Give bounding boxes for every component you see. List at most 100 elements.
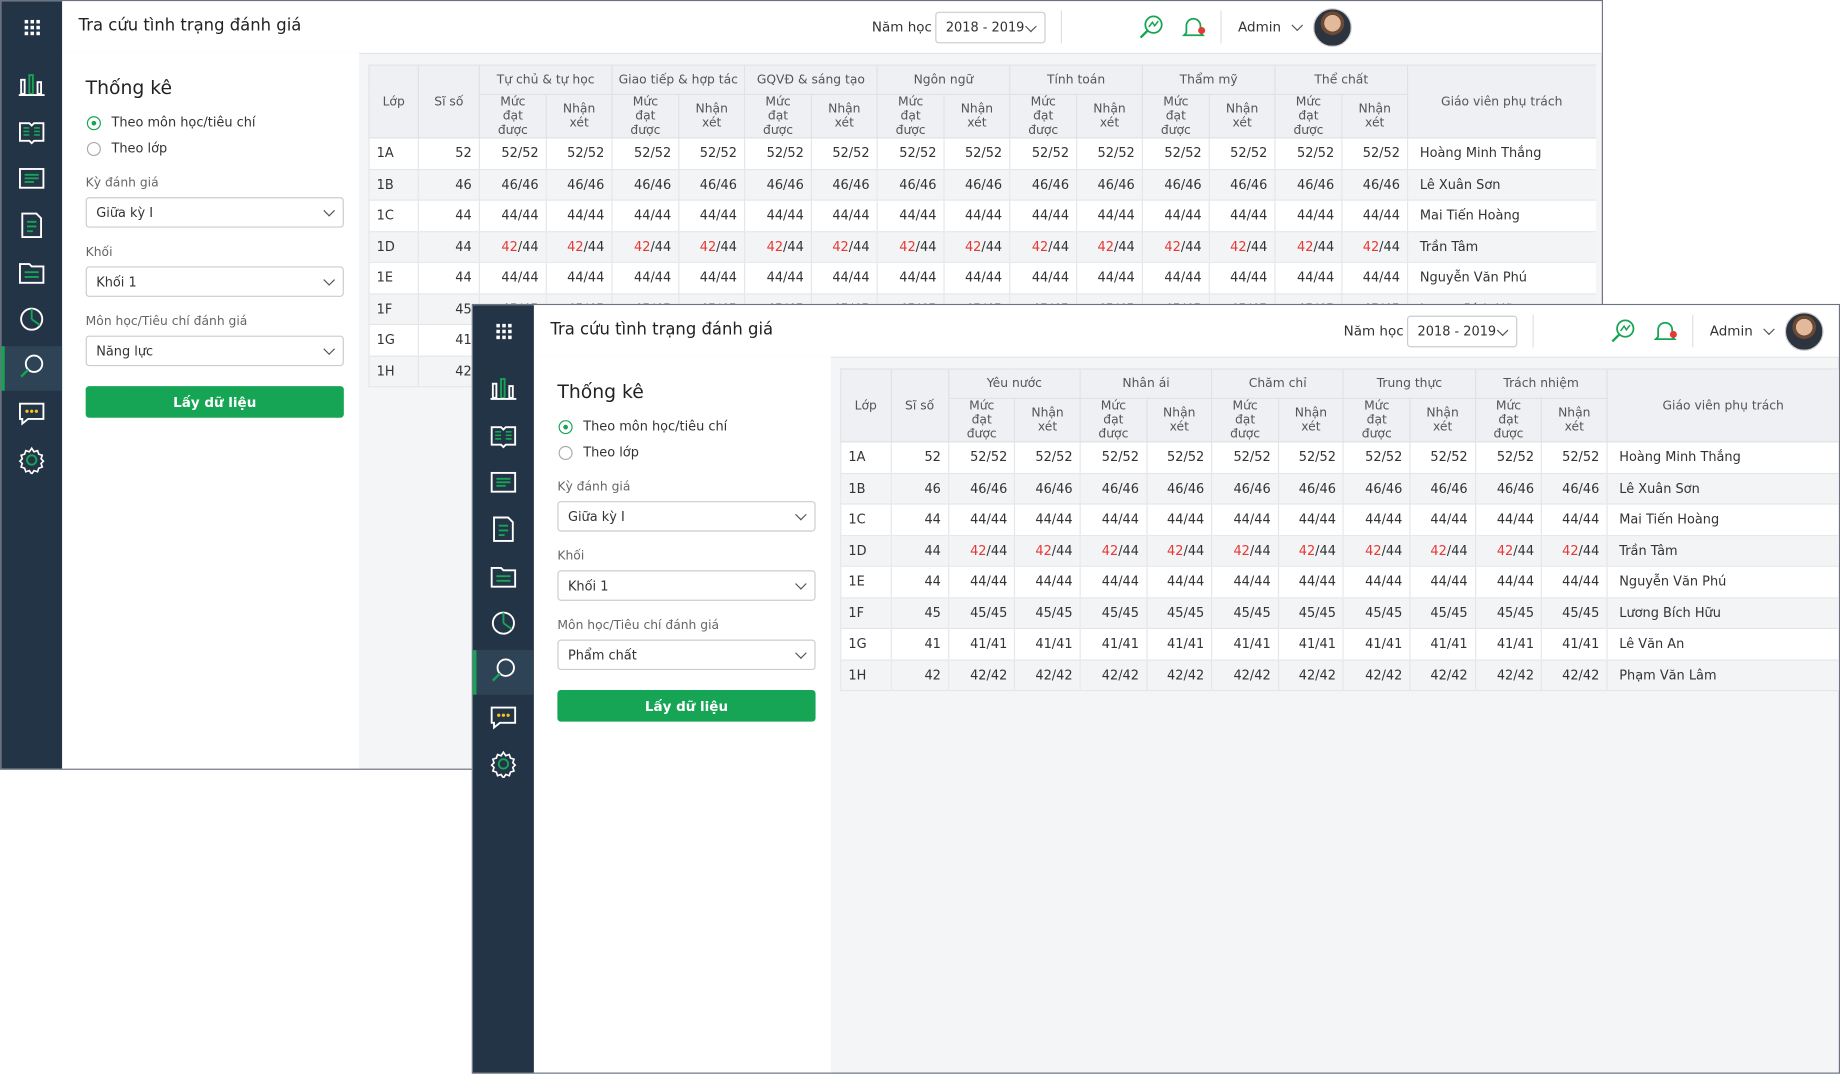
nav-icon[interactable] xyxy=(18,70,46,98)
achieved-count: 42 xyxy=(766,239,784,255)
size-cell: 41 xyxy=(417,324,480,357)
radio-label[interactable]: Theo lớp xyxy=(111,140,168,157)
radio-button[interactable] xyxy=(558,420,573,435)
nav-icon[interactable] xyxy=(489,656,517,684)
achieved-count: 42 xyxy=(1297,239,1314,255)
app-window: Tra cứu tình trạng đánh giá Năm học 2018 -… xyxy=(471,303,1840,1074)
radio-label[interactable]: Theo môn học/tiêu chí xyxy=(583,418,728,435)
bell-icon[interactable] xyxy=(1179,13,1207,41)
status-cell: 46/46 xyxy=(1341,168,1408,201)
field-label: Môn học/Tiêu chí đánh giá xyxy=(557,618,720,633)
nav-icon[interactable] xyxy=(18,305,46,333)
status-cell: 42/44 xyxy=(1474,535,1542,567)
nav-icon[interactable] xyxy=(489,515,517,543)
nav-icon[interactable] xyxy=(489,421,517,449)
nav-icon[interactable] xyxy=(489,609,517,637)
achieved-count: 42 xyxy=(699,239,717,255)
chart-icon[interactable] xyxy=(1137,13,1165,41)
radio-button[interactable] xyxy=(86,116,101,131)
status-cell: 42/44 xyxy=(1014,535,1081,567)
status-cell: 44/44 xyxy=(1141,200,1210,232)
achieved-count: 42 xyxy=(899,239,916,255)
teacher-cell: Hoàng Minh Thắng xyxy=(1406,137,1596,170)
status-cell: 52/52 xyxy=(1474,441,1542,474)
size-cell: 46 xyxy=(890,472,949,505)
dropdown[interactable]: Giữa kỳ I xyxy=(557,501,816,532)
sub-header: Nhận xét xyxy=(1541,397,1608,443)
status-cell: 46/46 xyxy=(1009,168,1077,201)
status-cell: 42/44 xyxy=(1009,231,1077,263)
nav-icon[interactable] xyxy=(489,468,517,496)
radio-label[interactable]: Theo lớp xyxy=(583,444,639,461)
nav-icon[interactable] xyxy=(18,446,46,475)
submit-button[interactable]: Lấy dữ liệu xyxy=(85,386,344,418)
chevron xyxy=(795,647,807,659)
year-select[interactable]: 2018 - 2019 xyxy=(1406,315,1518,348)
sub-header: Nhận xét xyxy=(1208,93,1276,139)
status-table: Lớp Sĩ số Yêu nước Nhân ái Chăm chỉ Trung thự… xyxy=(840,368,1839,692)
dropdown[interactable]: Phẩm chất xyxy=(557,639,816,671)
teacher-cell: Nguyễn Văn Phú xyxy=(1606,566,1839,598)
total-count: /44 xyxy=(1051,543,1073,559)
nav-icon[interactable] xyxy=(489,750,517,779)
status-cell: 44/44 xyxy=(1076,262,1143,294)
status-cell: 44/44 xyxy=(1079,504,1147,536)
radio-button[interactable] xyxy=(558,445,573,461)
user-name[interactable]: Admin xyxy=(1709,322,1753,340)
nav-icon[interactable] xyxy=(18,211,46,239)
class-cell: 1B xyxy=(840,472,891,505)
menu-icon[interactable] xyxy=(489,317,517,345)
achieved-count: 42 xyxy=(1365,543,1382,559)
year-select[interactable]: 2018 - 2019 xyxy=(935,11,1046,44)
nav-icon[interactable] xyxy=(489,374,517,402)
year-value: 2018 - 2019 xyxy=(945,19,1025,36)
status-cell: 52/52 xyxy=(1079,441,1147,474)
status-cell: 44/44 xyxy=(1341,200,1408,232)
status-cell: 42/42 xyxy=(1342,659,1410,692)
chart-icon[interactable] xyxy=(1609,317,1637,345)
total-count: /44 xyxy=(986,543,1008,559)
nav-icon[interactable] xyxy=(489,703,517,731)
sub-header: Nhận xét xyxy=(943,93,1011,139)
status-cell: 52/52 xyxy=(876,137,945,170)
size-cell: 45 xyxy=(417,293,480,326)
nav-icon[interactable] xyxy=(18,258,46,286)
sub-header: Mức đạt được xyxy=(1274,93,1343,139)
status-cell: 42/42 xyxy=(1409,659,1476,692)
submit-button[interactable]: Lấy dữ liệu xyxy=(557,690,816,722)
radio-button[interactable] xyxy=(86,141,101,157)
status-cell: 42/44 xyxy=(1146,535,1212,567)
nav-icon[interactable] xyxy=(18,352,46,380)
avatar[interactable] xyxy=(1313,8,1352,47)
status-cell: 42/44 xyxy=(1079,535,1147,567)
dropdown[interactable]: Khối 1 xyxy=(85,266,344,297)
status-cell: 44/44 xyxy=(743,262,812,294)
nav-icon[interactable] xyxy=(489,562,517,590)
status-cell: 52/52 xyxy=(1541,441,1607,474)
nav-icon[interactable] xyxy=(18,399,46,427)
teacher-cell: Trần Tâm xyxy=(1406,231,1596,263)
status-cell: 42/44 xyxy=(810,231,878,263)
radio-label[interactable]: Theo môn học/tiêu chí xyxy=(111,115,256,131)
size-cell: 45 xyxy=(890,597,949,629)
bell-icon[interactable] xyxy=(1651,317,1679,345)
nav-icon[interactable] xyxy=(18,117,46,145)
nav-icon[interactable] xyxy=(18,164,46,192)
menu-icon[interactable] xyxy=(18,13,46,41)
dropdown[interactable]: Năng lực xyxy=(85,335,344,367)
column-header: Lớp xyxy=(368,64,419,139)
status-cell: 44/44 xyxy=(1141,262,1210,294)
field-label: Khối xyxy=(557,549,585,564)
status-cell: 46/46 xyxy=(678,168,745,201)
user-name[interactable]: Admin xyxy=(1238,18,1282,36)
total-count: /44 xyxy=(1246,239,1268,255)
sub-header: Nhận xét xyxy=(678,93,746,139)
class-cell: 1D xyxy=(368,231,419,263)
dropdown-value: Giữa kỳ I xyxy=(567,508,625,524)
avatar[interactable] xyxy=(1784,312,1824,351)
achieved-count: 42 xyxy=(1233,543,1250,559)
dropdown[interactable]: Khối 1 xyxy=(557,570,816,601)
sub-header: Nhận xét xyxy=(545,93,613,139)
dropdown[interactable]: Giữa kỳ I xyxy=(85,197,344,228)
